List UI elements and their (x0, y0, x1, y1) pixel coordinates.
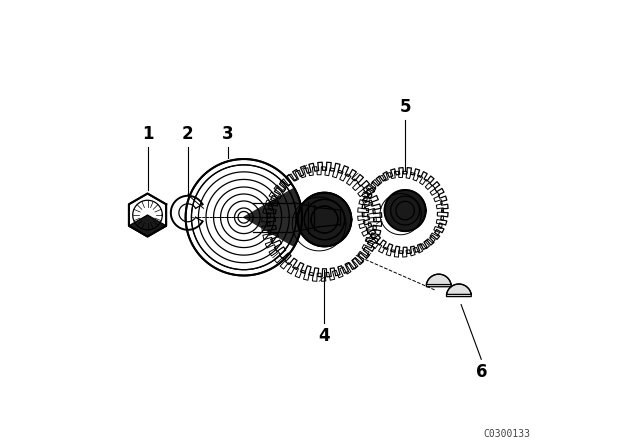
Polygon shape (244, 188, 302, 246)
Polygon shape (129, 215, 166, 237)
Text: 5: 5 (399, 99, 411, 116)
Text: C0300133: C0300133 (484, 429, 531, 439)
Text: 3: 3 (222, 125, 234, 143)
Text: 4: 4 (319, 327, 330, 345)
Polygon shape (426, 274, 451, 287)
Polygon shape (447, 284, 471, 297)
Polygon shape (298, 193, 351, 246)
Text: 1: 1 (142, 125, 153, 143)
Text: 6: 6 (476, 363, 487, 381)
Polygon shape (385, 190, 426, 231)
Text: 2: 2 (182, 125, 194, 143)
